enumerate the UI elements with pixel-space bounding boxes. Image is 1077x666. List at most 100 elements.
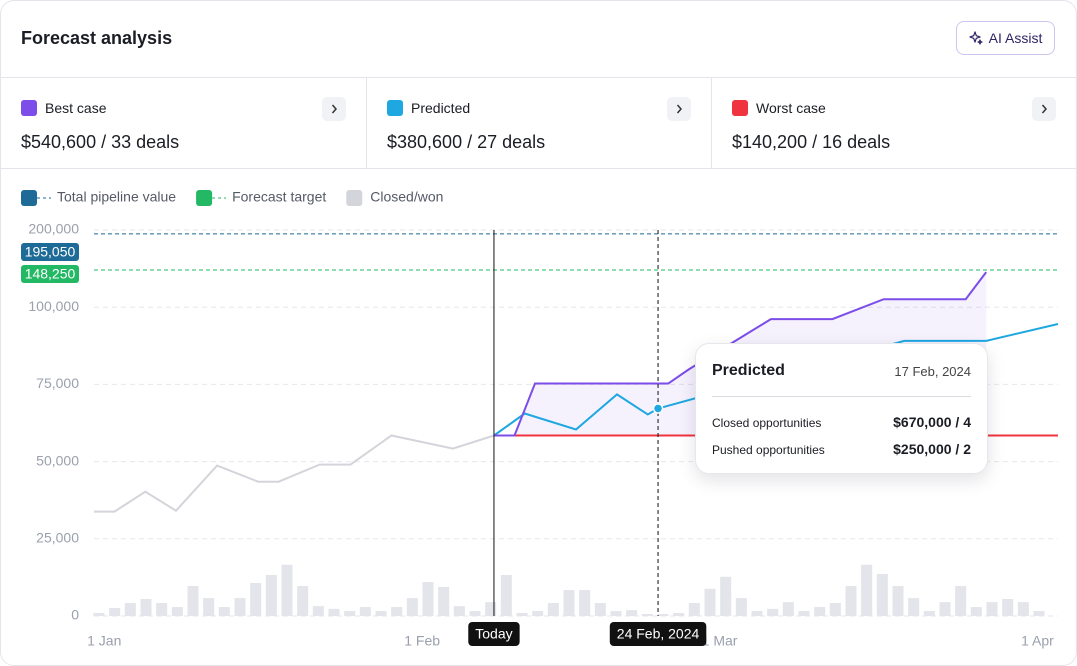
closed-won-bar: [391, 607, 403, 616]
summary-card[interactable]: Worst case $140,200 / 16 deals: [712, 78, 1076, 169]
closed-won-bar: [970, 607, 982, 616]
closed-won-bar: [140, 599, 152, 616]
closed-won-bar: [422, 582, 434, 616]
closed-won-bar: [187, 586, 199, 616]
closed-won-bar: [156, 603, 168, 616]
x-tick-label: 1 Jan: [87, 633, 121, 649]
chevron-button[interactable]: [667, 97, 691, 121]
marker-label-text: Today: [475, 626, 512, 642]
closed-won-bar: [892, 586, 904, 616]
closed-won-bar: [657, 613, 669, 616]
summary-card[interactable]: Best case $540,600 / 33 deals: [1, 78, 367, 169]
closed-won-bar: [641, 613, 653, 616]
closed-won-bar: [453, 606, 465, 616]
marker-label-text: 24 Feb, 2024: [617, 626, 700, 642]
closed-won-bar: [845, 586, 857, 616]
closed-won-bar: [579, 590, 591, 616]
closed-won-bar: [704, 588, 716, 616]
closed-won-bar: [297, 586, 309, 616]
closed-won-bar: [688, 603, 700, 616]
y-tick-label: 200,000: [28, 221, 79, 237]
card-title: Forecast analysis: [21, 28, 173, 48]
closed-won-bar: [109, 607, 121, 616]
chevron-button[interactable]: [1032, 97, 1056, 121]
marker-label: Today: [468, 622, 520, 646]
y-tick-label: 25,000: [36, 530, 79, 546]
closed-won-bar: [124, 603, 136, 616]
case-name: Predicted: [411, 100, 471, 116]
closed-won-bar: [171, 607, 183, 616]
closed-won-bar: [438, 586, 450, 616]
closed-won-bar: [1002, 599, 1014, 616]
separator: [712, 396, 971, 397]
x-tick-label: 1 Apr: [1021, 633, 1054, 649]
chevron-button[interactable]: [322, 97, 346, 121]
closed-won-bar: [532, 611, 544, 616]
closed-won-bar: [610, 611, 622, 616]
tooltip-date: 17 Feb, 2024: [894, 364, 971, 379]
tooltip: Predicted 17 Feb, 2024 Closed opportunit…: [695, 343, 988, 474]
closed-won-bar: [939, 602, 951, 616]
closed-won-bar: [767, 608, 779, 616]
closed-won-bar: [782, 602, 794, 616]
closed-won-bar: [359, 607, 371, 616]
closed-won-bar: [344, 611, 356, 616]
closed-won-bar: [861, 564, 873, 616]
marker-label: 24 Feb, 2024: [609, 622, 707, 646]
closed-won-bar: [751, 611, 763, 616]
closed-won-bar: [720, 576, 732, 616]
marker-label-box: [609, 622, 707, 646]
tooltip-row-label: Pushed opportunities: [712, 443, 825, 457]
hover-point: [652, 403, 664, 414]
forecast-line: [493, 323, 1059, 437]
closed-won-bar: [485, 602, 497, 616]
closed-won-bar: [673, 613, 685, 616]
button-label: AI Assist: [988, 30, 1043, 46]
reference-label: 148,250: [25, 266, 76, 282]
legend-label: Closed/won: [370, 189, 443, 205]
marker-label-box: [468, 622, 520, 646]
header: Forecast analysis AI Assist: [1, 1, 1076, 78]
legend-label: Total pipeline value: [57, 189, 176, 205]
legend-label: Forecast target: [232, 189, 326, 205]
swatch: [387, 100, 403, 116]
case-name: Worst case: [756, 100, 826, 116]
closed-won-bar: [814, 607, 826, 616]
closed-won-line: [94, 434, 495, 513]
closed-won-bar: [203, 598, 215, 616]
legend-swatch: [346, 190, 363, 206]
closed-won-bar: [93, 613, 105, 616]
y-tick-label: 0: [71, 607, 79, 623]
case-total: $380,600 / 27 deals: [387, 132, 546, 152]
summary-card[interactable]: Predicted $380,600 / 27 deals: [367, 78, 712, 169]
reference-label-box: [21, 243, 79, 261]
legend-swatch: [196, 190, 213, 206]
closed-won-bar: [469, 611, 481, 616]
x-tick-label: 1 Mar: [702, 633, 738, 649]
closed-won-bar: [986, 602, 998, 616]
closed-won-bar: [1033, 611, 1045, 616]
y-tick-label: 50,000: [36, 452, 79, 468]
tooltip-title: Predicted: [712, 362, 785, 379]
closed-won-bar: [735, 598, 747, 616]
case-total: $140,200 / 16 deals: [732, 132, 891, 152]
closed-won-bar: [829, 603, 841, 616]
closed-won-bar: [328, 608, 340, 616]
reference-label: 195,050: [25, 244, 76, 260]
closed-won-bar: [1017, 602, 1029, 616]
swatch: [21, 100, 37, 116]
sparkle-icon: [969, 31, 983, 45]
closed-won-bar: [547, 603, 559, 616]
closed-won-bar: [312, 606, 324, 616]
closed-won-bar: [798, 611, 810, 616]
tooltip-row-value: $250,000 / 2: [893, 441, 971, 457]
closed-won-bar: [406, 598, 418, 616]
ai-assist-button[interactable]: AI Assist: [956, 21, 1055, 55]
closed-won-bar: [876, 574, 888, 616]
y-tick-label: 75,000: [36, 375, 79, 391]
closed-won-bar: [375, 611, 387, 616]
tooltip-row-label: Closed opportunities: [712, 416, 822, 430]
closed-won-bar: [265, 574, 277, 616]
closed-won-bar: [626, 610, 638, 616]
closed-won-bar: [218, 607, 230, 616]
